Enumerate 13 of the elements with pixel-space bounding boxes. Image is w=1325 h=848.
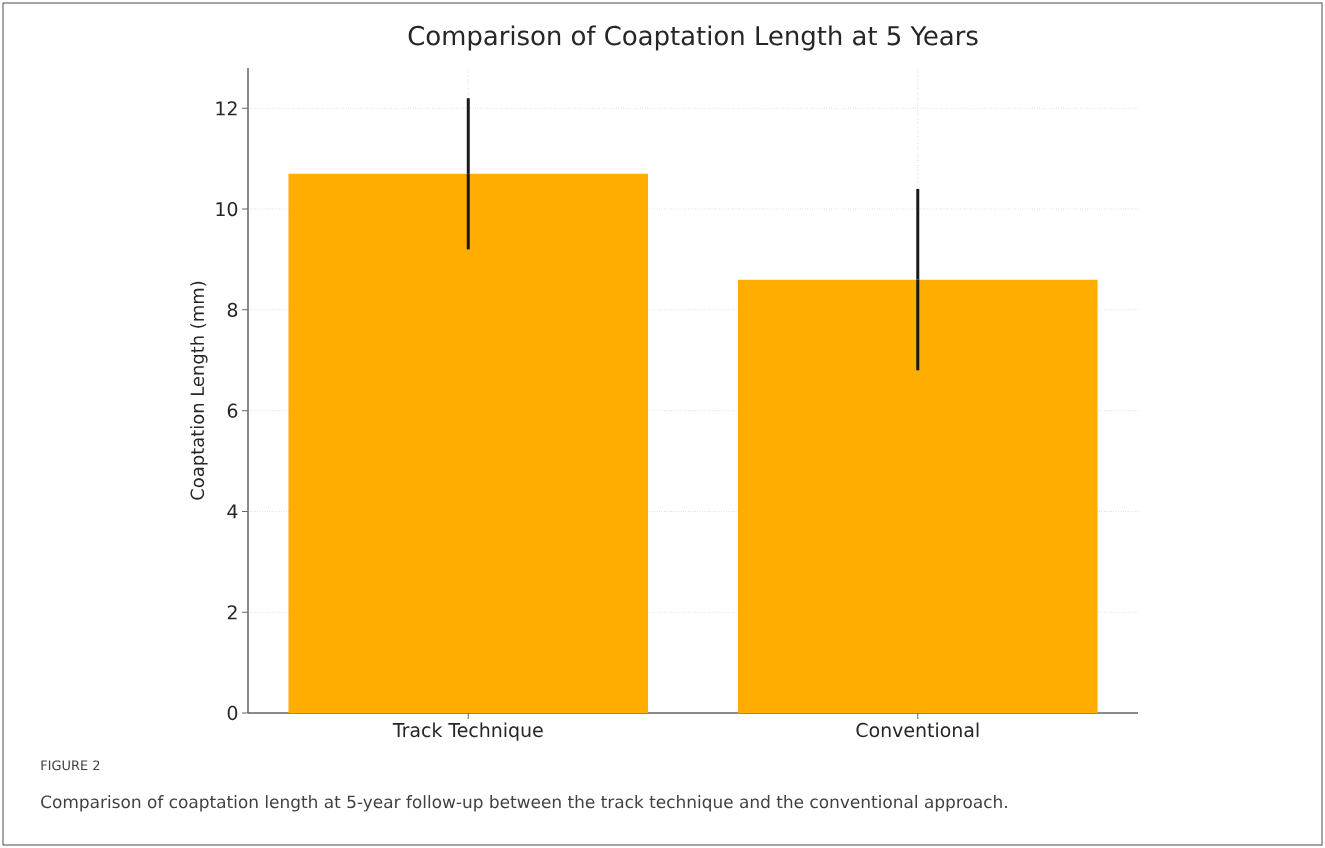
y-tick-label: 2 <box>227 605 237 620</box>
y-axis-title: Coaptation Length (mm) <box>190 281 208 500</box>
text: Comparison of coaptation length at 5-year follow-up between the track technique and the conventional approach. <box>41 795 1007 812</box>
y-tick-label: 12 <box>216 101 237 116</box>
y-tick-label: 6 <box>227 403 238 418</box>
x-tick-label: Track Technique <box>392 722 543 741</box>
y-tick-label: 4 <box>227 504 238 519</box>
chart-title: Comparison of Coaptation Length at 5 Years <box>408 25 978 51</box>
x-tick-label: Conventional <box>856 722 979 738</box>
caption: FIGURE 2 <box>41 760 100 771</box>
y-tick-label: 10 <box>216 201 238 217</box>
y-tick-label: 8 <box>227 302 238 318</box>
y-tick-label: 0 <box>227 705 238 721</box>
